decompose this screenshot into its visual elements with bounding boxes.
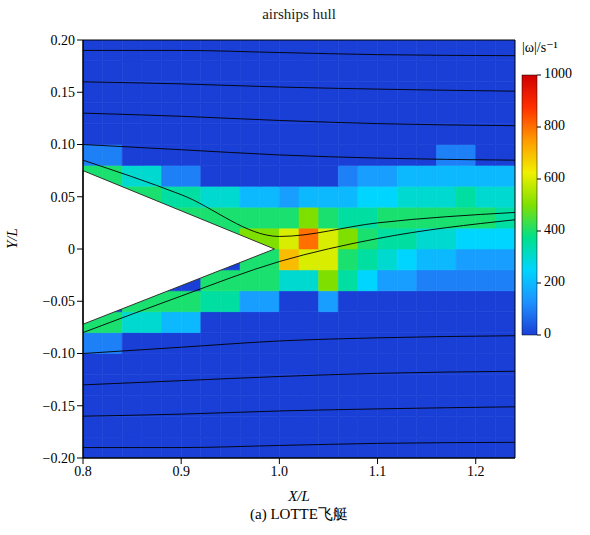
svg-text:|ω|/s⁻¹: |ω|/s⁻¹ [522,40,558,55]
svg-text:−0.10: −0.10 [43,346,75,361]
svg-text:X/L: X/L [287,488,310,503]
svg-text:0.10: 0.10 [51,137,76,152]
svg-text:Y/L: Y/L [4,228,20,249]
svg-text:0.8: 0.8 [74,464,92,479]
html-text:airships hull: airships hull [262,6,336,22]
svg-text:1.0: 1.0 [271,464,289,479]
svg-text:1.1: 1.1 [369,464,387,479]
html-text:(a) LOTTE飞艇: (a) LOTTE飞艇 [250,506,348,522]
svg-text:0.9: 0.9 [172,464,190,479]
svg-text:0: 0 [544,326,551,341]
svg-text:1000: 1000 [544,66,572,81]
svg-text:200: 200 [544,274,565,289]
svg-text:0.05: 0.05 [51,190,76,205]
svg-text:0.15: 0.15 [51,85,76,100]
svg-text:−0.15: −0.15 [43,399,75,414]
svg-text:1.2: 1.2 [467,464,485,479]
svg-text:0.20: 0.20 [51,33,76,48]
svg-text:600: 600 [544,170,565,185]
svg-text:400: 400 [544,222,565,237]
svg-text:−0.05: −0.05 [43,294,75,309]
svg-text:0: 0 [68,242,75,257]
svg-text:800: 800 [544,118,565,133]
svg-text:−0.20: −0.20 [43,451,75,466]
